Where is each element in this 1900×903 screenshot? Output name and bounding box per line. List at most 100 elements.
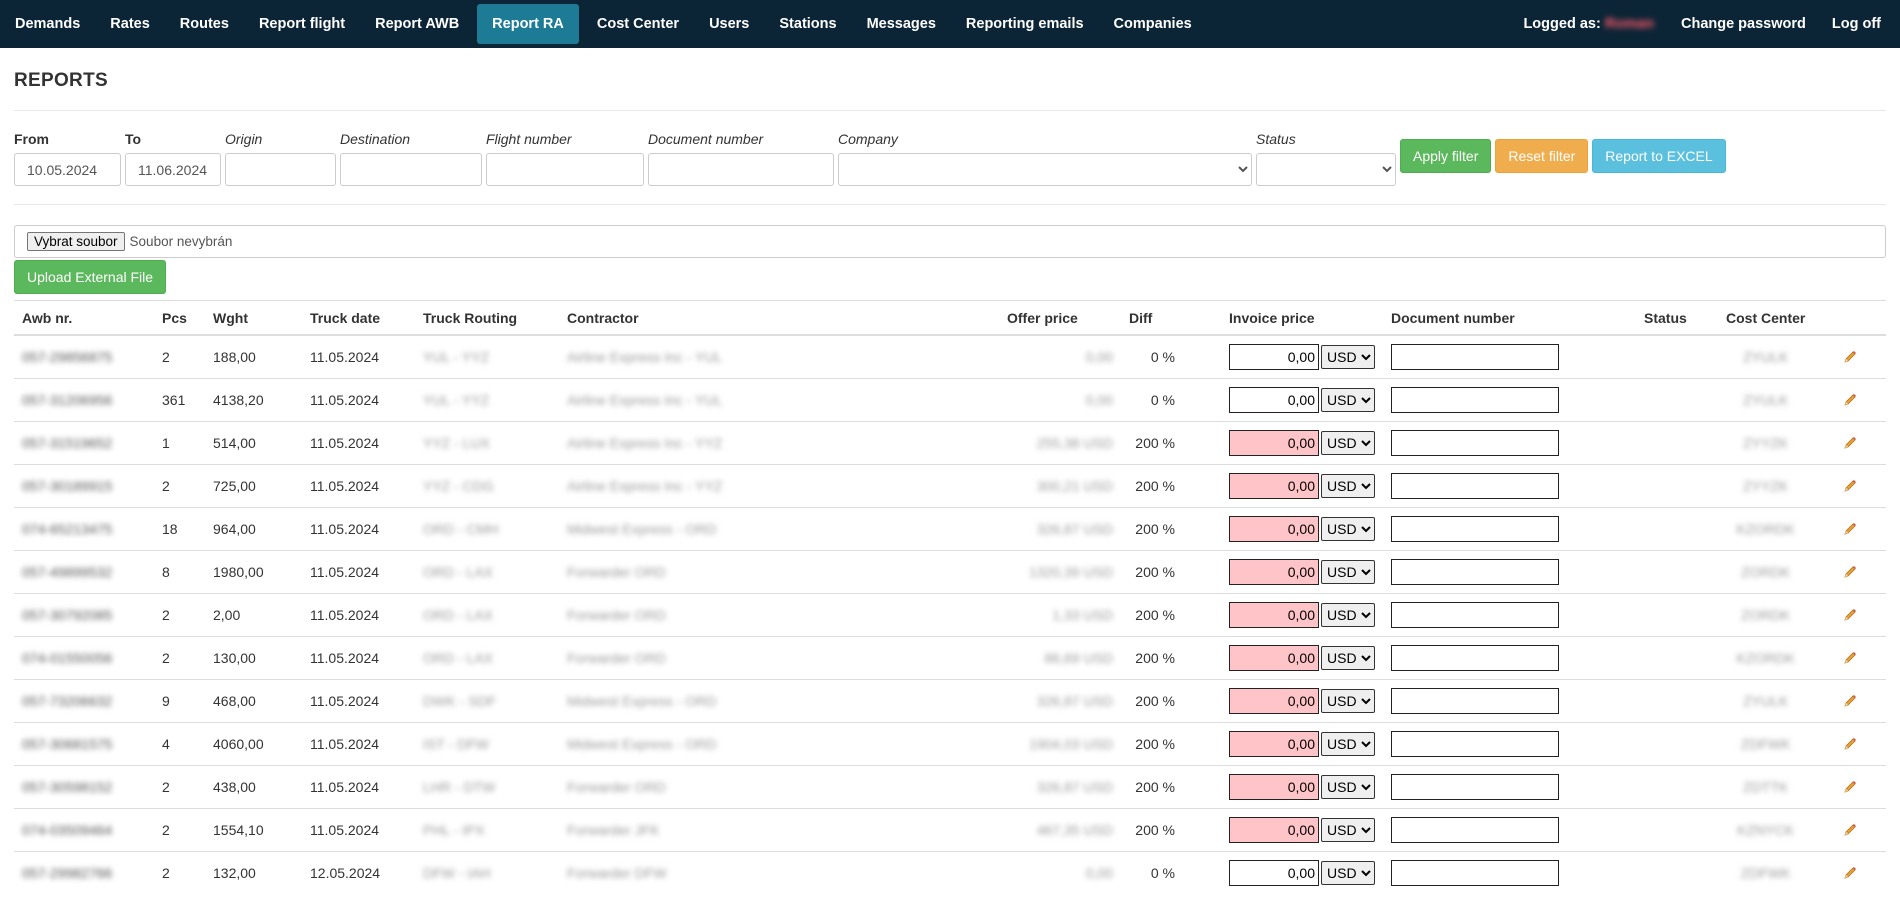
status-cell (1636, 635, 1718, 679)
pencil-icon[interactable] (1842, 822, 1858, 838)
weight-cell: 964,00 (205, 506, 302, 550)
nav-rates[interactable]: Rates (110, 16, 150, 32)
company-select[interactable] (838, 153, 1252, 186)
currency-select[interactable]: USD (1321, 473, 1375, 498)
document-number-field[interactable] (1391, 687, 1559, 714)
to-date-input[interactable] (125, 153, 221, 186)
currency-select[interactable]: USD (1321, 559, 1375, 584)
pcs-cell: 2 (154, 850, 205, 894)
file-input[interactable]: Vybrat soubor Soubor nevybrán (14, 225, 1886, 258)
choose-file-button[interactable]: Vybrat soubor (27, 232, 125, 251)
currency-select[interactable]: USD (1321, 430, 1375, 455)
document-number-field[interactable] (1391, 773, 1559, 800)
document-number-field[interactable] (1391, 816, 1559, 843)
nav-companies[interactable]: Companies (1113, 16, 1192, 32)
flight-number-input[interactable] (486, 153, 644, 186)
change-password-link[interactable]: Change password (1680, 16, 1806, 32)
nav-report-flight[interactable]: Report flight (258, 16, 346, 32)
pencil-icon[interactable] (1842, 478, 1858, 494)
document-number-label: Document number (648, 131, 764, 147)
table-row: 057-31206956 361 4138,20 11.05.2024 YUL - YY… (14, 377, 1886, 421)
destination-input[interactable] (340, 153, 482, 186)
invoice-price-input[interactable] (1229, 429, 1319, 456)
nav-users[interactable]: Users (709, 16, 750, 32)
truck-date-cell: 11.05.2024 (302, 721, 415, 765)
document-number-field[interactable] (1391, 429, 1559, 456)
nav-reporting-emails[interactable]: Reporting emails (965, 16, 1084, 32)
document-number-field[interactable] (1391, 343, 1559, 370)
pcs-cell: 1 (154, 420, 205, 464)
nav-report-ra[interactable]: Report RA (477, 4, 579, 44)
from-date-input[interactable] (14, 153, 121, 186)
upload-external-file-button[interactable]: Upload External File (14, 260, 167, 294)
cost-center: ZDTTK (1743, 778, 1789, 795)
pencil-icon[interactable] (1842, 736, 1858, 752)
nav-demands[interactable]: Demands (15, 16, 81, 32)
invoice-price-input[interactable] (1229, 816, 1319, 843)
pencil-icon[interactable] (1842, 564, 1858, 580)
pencil-icon[interactable] (1842, 693, 1858, 709)
document-number-field[interactable] (1391, 644, 1559, 671)
currency-select[interactable]: USD (1321, 774, 1375, 799)
pencil-icon[interactable] (1842, 435, 1858, 451)
currency-select[interactable]: USD (1321, 344, 1375, 369)
table-row: 074-65213475 18 964,00 11.05.2024 ORD - CMH M… (14, 506, 1886, 550)
pencil-icon[interactable] (1842, 607, 1858, 623)
pencil-icon[interactable] (1842, 865, 1858, 881)
apply-filter-button[interactable]: Apply filter (1400, 139, 1492, 173)
weight-cell: 514,00 (205, 420, 302, 464)
pencil-icon[interactable] (1842, 349, 1858, 365)
document-number-field[interactable] (1391, 558, 1559, 585)
nav-report-awb[interactable]: Report AWB (375, 16, 460, 32)
document-number-field[interactable] (1391, 730, 1559, 757)
currency-select[interactable]: USD (1321, 602, 1375, 627)
invoice-price-input[interactable] (1229, 644, 1319, 671)
destination-label: Destination (340, 131, 411, 147)
document-number-field[interactable] (1391, 859, 1559, 886)
weight-cell: 4060,00 (205, 721, 302, 765)
invoice-price-input[interactable] (1229, 687, 1319, 714)
flight-number-group: Flight number (486, 131, 644, 186)
truck-routing: LHR - DTW (423, 778, 496, 795)
nav-messages[interactable]: Messages (866, 16, 936, 32)
invoice-price-input[interactable] (1229, 515, 1319, 542)
invoice-price-input[interactable] (1229, 730, 1319, 757)
status-select[interactable] (1256, 153, 1396, 186)
currency-select[interactable]: USD (1321, 860, 1375, 885)
currency-select[interactable]: USD (1321, 817, 1375, 842)
currency-select[interactable]: USD (1321, 645, 1375, 670)
pencil-icon[interactable] (1842, 521, 1858, 537)
invoice-price-input[interactable] (1229, 859, 1319, 886)
reset-filter-button[interactable]: Reset filter (1495, 139, 1589, 173)
document-number-field[interactable] (1391, 601, 1559, 628)
report-excel-button[interactable]: Report to EXCEL (1592, 139, 1726, 173)
log-off-link[interactable]: Log off (1831, 16, 1881, 32)
invoice-price-input[interactable] (1229, 558, 1319, 585)
invoice-price-input[interactable] (1229, 343, 1319, 370)
invoice-price-input[interactable] (1229, 472, 1319, 499)
logged-as: Logged as: Roman (1509, 16, 1668, 32)
nav-routes[interactable]: Routes (179, 16, 229, 32)
col-actions (1813, 300, 1886, 336)
document-number-field[interactable] (1391, 386, 1559, 413)
nav-stations[interactable]: Stations (779, 16, 837, 32)
pencil-icon[interactable] (1842, 650, 1858, 666)
diff-cell: 200 % (1121, 807, 1221, 851)
currency-select[interactable]: USD (1321, 731, 1375, 756)
pencil-icon[interactable] (1842, 779, 1858, 795)
document-number-field[interactable] (1391, 515, 1559, 542)
contractor: Forwarder JFK (567, 821, 660, 838)
currency-select[interactable]: USD (1321, 516, 1375, 541)
document-number-input[interactable] (648, 153, 834, 186)
invoice-price-input[interactable] (1229, 601, 1319, 628)
invoice-price-input[interactable] (1229, 773, 1319, 800)
pencil-icon[interactable] (1842, 392, 1858, 408)
origin-input[interactable] (225, 153, 336, 186)
currency-select[interactable]: USD (1321, 688, 1375, 713)
document-number-field[interactable] (1391, 472, 1559, 499)
nav-cost-center[interactable]: Cost Center (596, 16, 680, 32)
invoice-price-input[interactable] (1229, 386, 1319, 413)
truck-routing: ORD - LAX (423, 563, 494, 580)
currency-select[interactable]: USD (1321, 387, 1375, 412)
contractor: Forwarder ORD (567, 606, 666, 623)
